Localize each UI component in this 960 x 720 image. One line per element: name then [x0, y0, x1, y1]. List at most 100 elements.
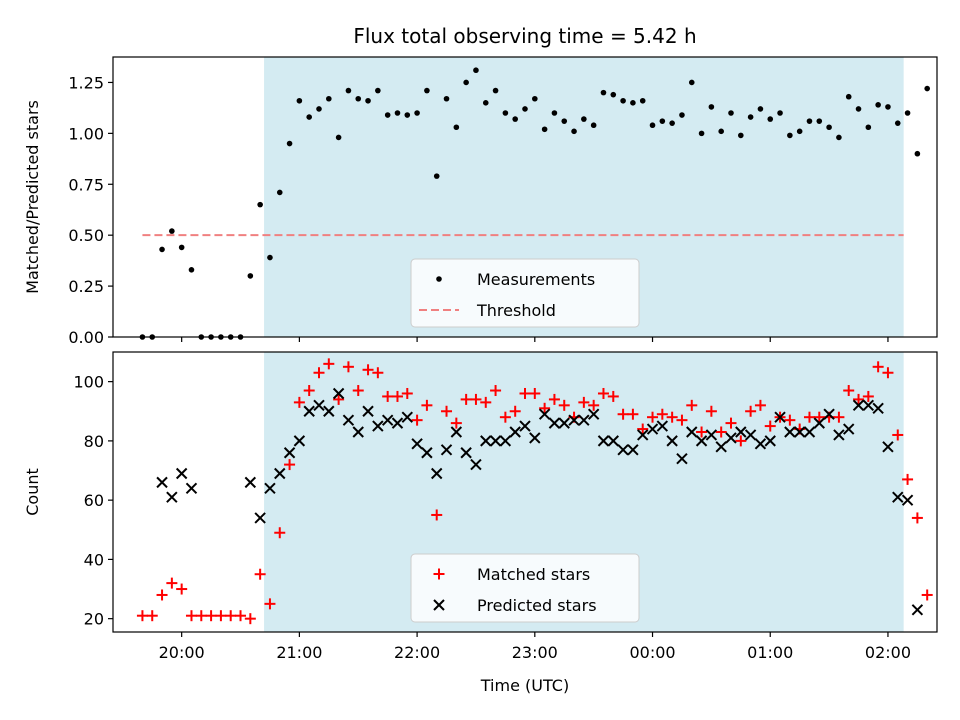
measurement-point: [355, 95, 362, 102]
predicted-stars-point: [568, 414, 580, 426]
matched-stars-point: [176, 583, 188, 595]
matched-stars-point: [627, 408, 639, 420]
x-tick-label: 02:00: [865, 643, 911, 662]
measurement-point: [159, 246, 165, 253]
matched-stars-point: [509, 405, 521, 417]
matched-stars-point: [156, 589, 168, 601]
measurement-point: [551, 110, 558, 116]
measurement-point: [787, 132, 793, 139]
measurement-point: [306, 114, 312, 120]
y-axis-title: Count: [23, 468, 42, 516]
predicted-stars-point: [813, 417, 825, 429]
measurement-point: [286, 140, 293, 147]
measurement-point: [424, 87, 430, 94]
predicted-stars-point: [774, 411, 786, 423]
predicted-stars-point: [401, 411, 413, 423]
predicted-stars-point: [548, 417, 561, 429]
matched-stars-point: [166, 577, 178, 589]
predicted-stars-point: [597, 435, 610, 447]
measurement-point: [316, 106, 322, 112]
legend-marker-matched: [433, 568, 445, 580]
bottom-panel: 20 40 60 80 100 20:00 21:00 22:00 23:00 00:00 01:0…: [23, 351, 938, 662]
predicted-stars-point: [607, 435, 619, 447]
predicted-stars-point: [793, 426, 806, 438]
matched-stars-point: [705, 405, 717, 417]
predicted-stars-point: [715, 441, 727, 453]
measurement-point: [914, 150, 921, 157]
y-tick-label: 60: [84, 491, 104, 510]
matched-stars-point: [431, 509, 443, 521]
legend-label: Measurements: [477, 270, 595, 289]
legend-label: Matched stars: [477, 565, 590, 584]
measurement-point: [865, 124, 872, 131]
legend-label: Predicted stars: [477, 596, 597, 615]
matched-stars-point: [313, 367, 325, 379]
matched-stars-point: [853, 393, 865, 405]
measurement-point: [532, 95, 538, 102]
legend-box: [410, 258, 640, 328]
measurement-point: [630, 100, 636, 106]
measurement-point: [747, 114, 754, 120]
predicted-stars-point: [391, 417, 404, 429]
predicted-stars-point: [843, 423, 855, 435]
predicted-stars-point: [421, 447, 433, 459]
matched-stars-point: [902, 473, 914, 485]
matched-stars-point: [745, 405, 757, 417]
y-tick-label: 0.75: [68, 175, 104, 194]
matched-stars-point: [597, 387, 609, 399]
matched-stars-point: [921, 589, 933, 601]
measurement-point: [826, 124, 832, 131]
matched-stars-point: [607, 390, 619, 402]
matched-stars-point: [362, 364, 374, 376]
predicted-stars-point: [676, 452, 688, 465]
measurement-point: [178, 244, 185, 251]
matched-stars-point: [136, 610, 148, 622]
measurement-point: [836, 134, 842, 141]
y-tick-label: 1.00: [68, 124, 104, 143]
predicted-stars-point: [656, 420, 669, 432]
matched-stars-point: [676, 414, 688, 426]
matched-stars-point: [264, 598, 276, 610]
measurement-point: [875, 102, 881, 108]
matched-stars-point: [225, 610, 237, 622]
measurement-point: [335, 134, 342, 141]
predicted-stars-point: [362, 405, 374, 417]
measurement-point: [924, 85, 930, 92]
measurement-point: [404, 112, 411, 118]
matched-stars-point: [244, 613, 256, 625]
matched-stars-point: [862, 390, 874, 402]
predicted-stars-point: [342, 414, 355, 426]
predicted-stars-point: [480, 435, 492, 447]
predicted-stars-point: [411, 438, 423, 450]
measurement-point: [855, 106, 862, 112]
measurement-point: [845, 93, 852, 100]
matched-stars-point: [813, 411, 825, 423]
measurement-point: [669, 120, 675, 126]
measurement-point: [433, 173, 440, 179]
predicted-stars-point: [175, 467, 188, 480]
predicted-stars-point: [558, 417, 570, 429]
matched-stars-point: [303, 385, 315, 397]
measurement-point: [816, 118, 823, 124]
predicted-stars-point: [156, 476, 168, 489]
measurement-point: [169, 228, 175, 234]
measurement-point: [394, 110, 401, 116]
measurement-point: [375, 87, 381, 94]
predicted-stars-point: [803, 426, 816, 438]
measurement-point: [620, 97, 626, 104]
measurement-point: [728, 110, 734, 116]
y-tick-label: 0.00: [68, 328, 104, 347]
legend: Measurements Threshold: [410, 258, 640, 328]
y-axis-title: Matched/Predicted stars: [23, 100, 42, 294]
matched-stars-point: [460, 393, 472, 405]
predicted-stars-point: [254, 512, 266, 524]
predicted-stars-point: [901, 494, 914, 506]
x-tick-label: 20:00: [159, 643, 205, 662]
matched-stars-point: [185, 610, 197, 622]
matched-stars-point: [715, 426, 727, 438]
measurement-point: [326, 95, 332, 102]
measurement-point: [571, 128, 577, 135]
predicted-stars-point: [627, 444, 639, 456]
matched-stars-point: [548, 393, 560, 405]
